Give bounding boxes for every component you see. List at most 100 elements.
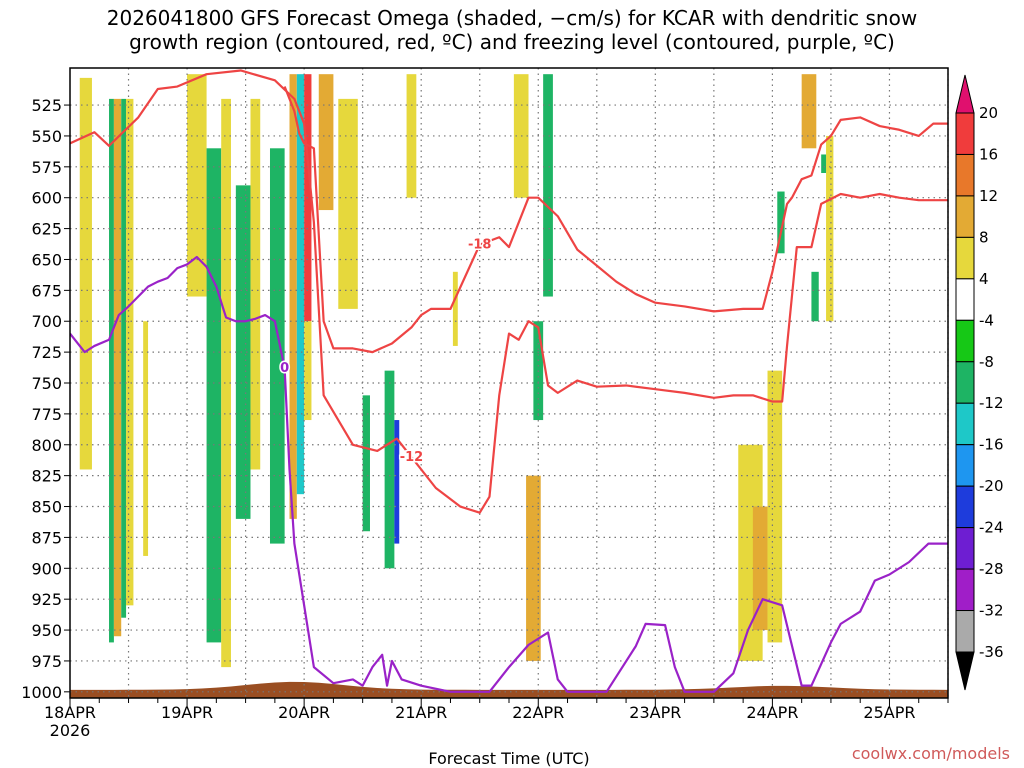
- y-tick-label: 825: [31, 467, 62, 486]
- colorbar-swatch: [955, 402, 975, 446]
- dgz-contour-line: [283, 86, 948, 354]
- y-tick-label: 925: [31, 590, 62, 609]
- dgz-contour-label: -18: [468, 238, 492, 253]
- omega-shading-layer: [79, 74, 834, 668]
- colorbar-label: -8: [979, 353, 994, 371]
- y-tick-label: 675: [31, 281, 62, 300]
- y-tick-label: 875: [31, 528, 62, 547]
- y-tick-label: 975: [31, 652, 62, 671]
- terrain-layer: [70, 681, 948, 698]
- y-tick-label: 700: [31, 312, 62, 331]
- contour-layer: -12 -18 0: [70, 69, 948, 693]
- x-tick-label: 21APR: [395, 703, 447, 722]
- colorbar-swatch: [955, 610, 975, 653]
- y-tick-label: 550: [31, 127, 62, 146]
- colorbar-label: -24: [979, 519, 1004, 537]
- y-tick-label: 950: [31, 621, 62, 640]
- omega-cell: [289, 74, 297, 519]
- colorbar-swatch: [955, 278, 975, 321]
- y-tick-label: 850: [31, 498, 62, 517]
- colorbar-label: 4: [979, 270, 989, 288]
- colorbar-label: -36: [979, 643, 1004, 661]
- colorbar-label: 8: [979, 228, 989, 246]
- omega-cell: [221, 98, 231, 668]
- colorbar-swatch: [955, 444, 975, 487]
- colorbar-label: -4: [979, 311, 994, 329]
- omega-cell: [777, 191, 785, 254]
- y-tick-label: 775: [31, 405, 62, 424]
- colorbar-swatch: [955, 319, 975, 363]
- omega-cell: [543, 74, 553, 297]
- colorbar-swatch: [955, 361, 975, 404]
- colorbar-bottom-arrow: [955, 651, 975, 691]
- x-tick-label: 22APR: [512, 703, 564, 722]
- y-tick-label: 800: [31, 436, 62, 455]
- y-tick-label: 625: [31, 220, 62, 239]
- x-tick-label: 19APR: [161, 703, 213, 722]
- y-tick-label: 1000: [21, 683, 62, 702]
- omega-cell: [821, 154, 827, 173]
- y-tick-label: 525: [31, 96, 62, 115]
- colorbar-swatch: [955, 112, 975, 155]
- omega-cell: [143, 321, 149, 556]
- omega-cell: [362, 395, 370, 532]
- y-tick-label: 575: [31, 158, 62, 177]
- colorbar-label: -12: [979, 394, 1004, 412]
- watermark: coolwx.com/models: [851, 744, 1010, 763]
- colorbar-label: -16: [979, 436, 1004, 454]
- omega-cell: [394, 420, 400, 544]
- y-tick-label: 750: [31, 374, 62, 393]
- colorbar-label: 16: [979, 145, 998, 163]
- colorbar-top-arrow: [955, 74, 975, 114]
- omega-cell: [113, 98, 122, 637]
- freezing-level-contour-label: 0: [280, 361, 289, 376]
- colorbar-label: 12: [979, 187, 998, 205]
- omega-cell: [187, 74, 207, 297]
- dgz-contour-label: -12: [400, 450, 424, 465]
- x-tick-sublabel: 2026: [50, 721, 91, 740]
- omega-cell: [121, 98, 127, 618]
- colorbar-swatch: [955, 236, 975, 280]
- colorbar-swatch: [955, 153, 975, 197]
- omega-cell: [79, 77, 92, 470]
- omega-cell: [318, 74, 334, 211]
- omega-cell: [269, 148, 285, 544]
- chart-title: 2026041800 GFS Forecast Omega (shaded, −…: [106, 6, 918, 54]
- omega-cell: [126, 98, 134, 606]
- colorbar-swatch: [955, 195, 975, 238]
- colorbar-label: 20: [979, 104, 998, 122]
- x-tick-label: 18APR: [44, 703, 96, 722]
- omega-cell: [235, 185, 251, 519]
- colorbar: 20 16 12 8 4 -4 -8 -12 -16 -20 -24 -28 -32 -36: [955, 74, 1004, 691]
- omega-cell: [250, 98, 261, 470]
- omega-cell: [811, 271, 819, 322]
- freezing-level-contour-line: [70, 255, 948, 693]
- colorbar-swatch: [955, 568, 975, 612]
- colorbar-swatch: [955, 485, 975, 529]
- omega-cell: [109, 98, 114, 643]
- omega-cell: [296, 74, 305, 495]
- x-tick-label: 20APR: [278, 703, 330, 722]
- y-axis: 525 550 575 600 625 650 675 700 725 750 775 800 825 8…: [21, 96, 70, 702]
- y-tick-label: 725: [31, 343, 62, 362]
- omega-cell: [384, 370, 395, 569]
- x-tick-label: 24APR: [746, 703, 798, 722]
- x-axis-title: Forecast Time (UTC): [428, 749, 589, 768]
- omega-cell: [752, 506, 768, 631]
- colorbar-label: -32: [979, 602, 1004, 620]
- omega-cell: [801, 74, 817, 149]
- x-tick-label: 25APR: [863, 703, 915, 722]
- x-tick-label: 23APR: [629, 703, 681, 722]
- terrain-fill: [70, 681, 948, 698]
- dgz-contour-line: [70, 69, 948, 514]
- y-tick-label: 650: [31, 250, 62, 269]
- y-tick-label: 900: [31, 559, 62, 578]
- omega-cell: [304, 321, 312, 421]
- colorbar-label: -20: [979, 477, 1004, 495]
- grid-layer: [70, 68, 949, 698]
- omega-cell: [452, 271, 458, 346]
- y-tick-label: 600: [31, 189, 62, 208]
- omega-cell: [338, 98, 358, 309]
